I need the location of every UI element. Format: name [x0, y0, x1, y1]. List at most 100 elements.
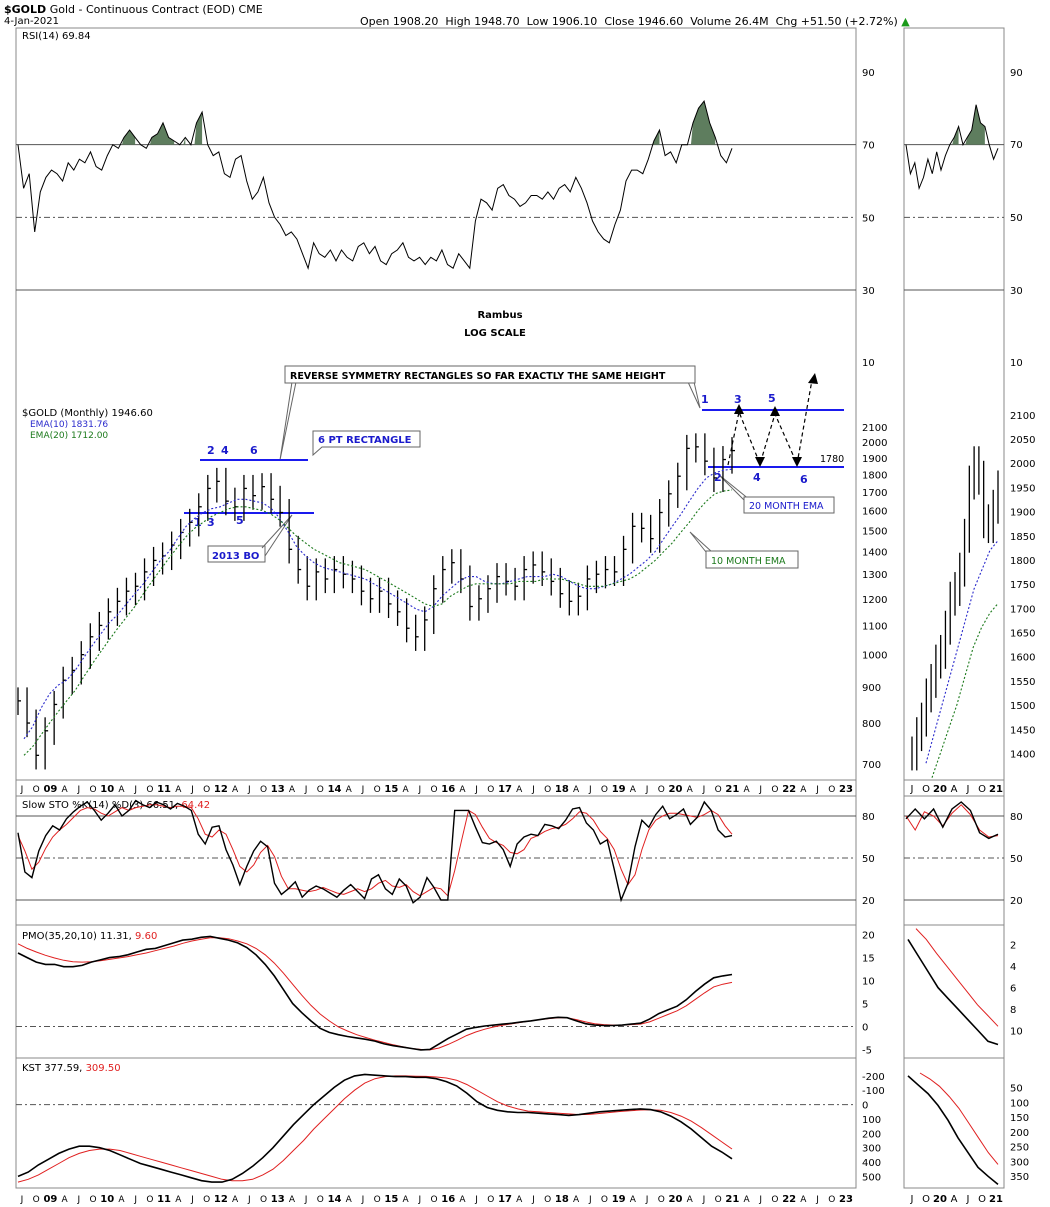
- x-tick-label: J: [588, 785, 592, 795]
- side-rsi-tick-70: 70: [1010, 140, 1023, 151]
- author-label: Rambus: [477, 310, 522, 321]
- x-tick-label: 13: [271, 784, 285, 795]
- x-tick-label: O: [771, 785, 778, 795]
- x-tick-label: O: [828, 785, 835, 795]
- side-kst-tick-label: 100: [1010, 1098, 1029, 1109]
- x-tick-label: A: [687, 1195, 694, 1205]
- right-bottom-point: 2: [714, 471, 722, 484]
- pmo-tick-label: 20: [862, 931, 875, 942]
- price-tick-label: 1200: [862, 595, 887, 606]
- sto-legend-main: Slow STO %K(14) %D(3) 66.51,: [22, 800, 178, 811]
- x-tick-label: J: [645, 1195, 649, 1205]
- rsi-tick-10: 10: [862, 358, 875, 369]
- x-tick-label: 12: [214, 1194, 228, 1205]
- close-value: Close 1946.60: [604, 15, 684, 28]
- pmo-tick-label: 15: [862, 954, 875, 965]
- x-tick-label: J: [190, 785, 194, 795]
- x-tick-label: O: [260, 785, 267, 795]
- rsi-tick-label: 70: [862, 141, 875, 152]
- x-tick-label: 21: [725, 1194, 739, 1205]
- x-tick-label: A: [62, 785, 69, 795]
- price-tick-label: 1500: [862, 526, 887, 537]
- chart-header: $GOLD Gold - Continuous Contract (EOD) C…: [4, 3, 263, 16]
- kst-tick-label: 0: [862, 1101, 868, 1112]
- callout-pointer: [689, 531, 713, 553]
- x-tick-label: J: [702, 785, 706, 795]
- x-tick-label: A: [232, 1195, 239, 1205]
- x-tick-label: 11: [157, 784, 171, 795]
- side-rsi-tick-90: 90: [1010, 68, 1023, 79]
- x-tick-label: A: [630, 1195, 637, 1205]
- change-value: Chg +51.50 (+2.72%): [775, 15, 898, 28]
- x-tick-label: J: [417, 785, 421, 795]
- x-tick-label: O: [658, 1195, 665, 1205]
- x-tick-label: 14: [328, 784, 342, 795]
- x-tick-label: A: [346, 785, 353, 795]
- x-tick-label: 17: [498, 784, 512, 795]
- left-bottom-point: 5: [236, 514, 244, 527]
- x-tick-label: A: [62, 1195, 69, 1205]
- open-value: Open 1908.20: [360, 15, 439, 28]
- side-x-tick-label: O: [922, 1194, 930, 1205]
- side-x-tick-label: 20: [933, 1194, 947, 1205]
- sto-k-line: [17, 799, 733, 904]
- rsi-tick-label: 50: [862, 213, 875, 224]
- kst-tick-label: 300: [862, 1144, 881, 1155]
- side-price-tick-label: 2000: [1010, 459, 1035, 470]
- side-x-tick-label: 21: [989, 1194, 1003, 1205]
- side-price-tick-label: 1750: [1010, 580, 1035, 591]
- x-tick-label: J: [815, 1195, 819, 1205]
- x-tick-label: A: [118, 1195, 125, 1205]
- x-tick-label: 20: [669, 784, 683, 795]
- x-tick-label: 17: [498, 1194, 512, 1205]
- side-kst-tick-label: 50: [1010, 1084, 1023, 1095]
- side-rsi-overbought-fill: [965, 104, 985, 145]
- side-x-tick-label: 20: [933, 784, 947, 795]
- kst-legend-main: KST 377.59,: [22, 1063, 82, 1074]
- price-tick-label: 1600: [862, 507, 887, 518]
- callout-pointer: [279, 381, 297, 461]
- x-tick-label: J: [304, 1195, 308, 1205]
- side-kst-tick-label: 350: [1010, 1172, 1029, 1183]
- side-sto-k-line: [905, 801, 999, 840]
- side-pmo-tick-label: 4: [1010, 962, 1016, 973]
- x-tick-label: O: [544, 1195, 551, 1205]
- pmo-tick-label: 10: [862, 977, 875, 988]
- x-tick-label: O: [146, 785, 153, 795]
- x-tick-label: O: [260, 1195, 267, 1205]
- x-tick-label: A: [289, 785, 296, 795]
- x-tick-label: 11: [157, 1194, 171, 1205]
- price-title: $GOLD (Monthly) 1946.60: [22, 408, 153, 419]
- side-rsi-tick-50: 50: [1010, 213, 1023, 224]
- x-tick-label: O: [658, 785, 665, 795]
- x-tick-label: 21: [725, 784, 739, 795]
- rsi-tick-label: 30: [862, 286, 875, 297]
- side-price-tick-label: 1500: [1010, 701, 1035, 712]
- x-tick-label: J: [758, 785, 762, 795]
- main-panel-frame: [15, 27, 857, 1189]
- x-tick-label: 16: [441, 1194, 455, 1205]
- kst-tick-label: -200: [862, 1072, 885, 1083]
- x-tick-label: A: [630, 785, 637, 795]
- right-top-point: 5: [768, 392, 776, 405]
- side-x-tick-label: A: [951, 1194, 958, 1205]
- side-x-tick-label: 21: [989, 784, 1003, 795]
- x-tick-label: J: [417, 1195, 421, 1205]
- side-kst-tick-label: 300: [1010, 1157, 1029, 1168]
- x-tick-label: O: [544, 785, 551, 795]
- x-tick-label: 10: [100, 1194, 114, 1205]
- side-rsi-line: [905, 104, 999, 191]
- x-tick-label: J: [815, 785, 819, 795]
- x-tick-label: 23: [839, 784, 853, 795]
- kst-tick-label: 400: [862, 1158, 881, 1169]
- arrow-up-icon: [734, 404, 744, 414]
- symbol-label: $GOLD: [4, 3, 47, 16]
- side-price-tick-label: 2050: [1010, 435, 1035, 446]
- arrow-up-icon: [770, 406, 780, 416]
- pmo-tick-label: 5: [862, 999, 868, 1010]
- x-tick-label: 20: [669, 1194, 683, 1205]
- kst-line: [17, 1073, 733, 1183]
- x-tick-label: A: [118, 785, 125, 795]
- x-tick-label: 23: [839, 1194, 853, 1205]
- x-tick-label: A: [800, 785, 807, 795]
